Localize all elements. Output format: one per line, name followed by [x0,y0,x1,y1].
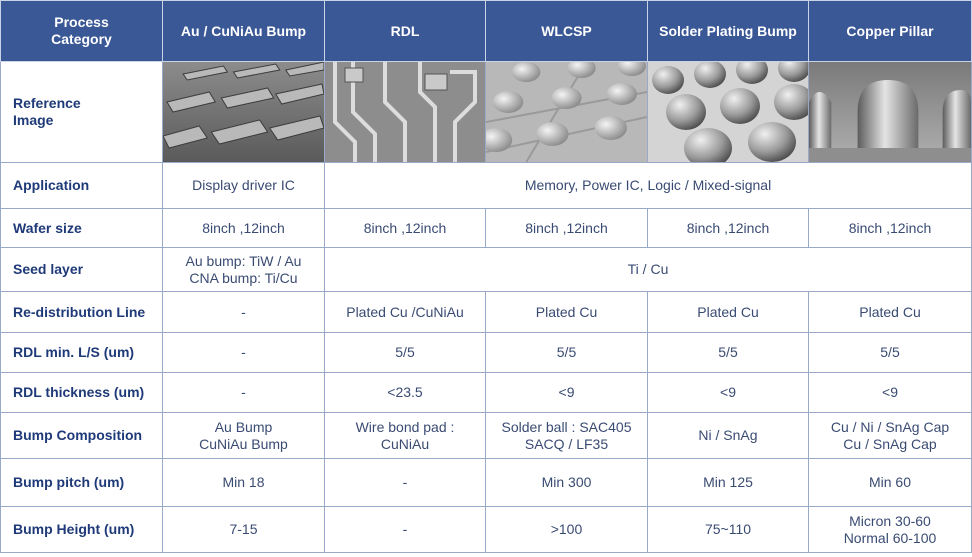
bump-composition-line: Cu / Ni / SnAg Cap [830,418,950,435]
bump-height-cell: >100 [485,506,648,553]
header-category-label: Process Category [51,14,112,47]
bump-composition-cell: Ni / SnAg [647,412,809,459]
application-row: Application Display driver IC Memory, Po… [0,162,972,209]
bump-composition-cell: Au Bump CuNiAu Bump [162,412,325,459]
application-au-bump: Display driver IC [162,162,325,209]
seed-layer-line: Au bump: TiW / Au [185,252,302,269]
rdl-line-cell: Plated Cu [647,291,809,333]
row-label-wafer-size: Wafer size [0,208,163,248]
bump-pitch-cell: Min 60 [808,458,972,507]
rdl-thickness-cell: <9 [485,372,648,413]
header-au-cuniau-bump: Au / CuNiAu Bump [162,0,325,62]
bump-composition-line: CuNiAu Bump [199,435,288,452]
row-label-bump-composition: Bump Composition [0,412,163,459]
bump-composition-cell: Solder ball : SAC405 SACQ / LF35 [485,412,648,459]
bump-composition-cell: Cu / Ni / SnAg Cap Cu / SnAg Cap [808,412,972,459]
rdl-ls-cell: 5/5 [647,332,809,373]
bump-composition-line: Solder ball : SAC405 [501,418,632,435]
wlcsp-photo [485,61,648,163]
row-label-reference-image: Reference Image [0,61,163,163]
rdl-thickness-cell: <23.5 [324,372,486,413]
bump-composition-line: Cu / SnAg Cap [843,435,937,452]
bump-pitch-cell: Min 300 [485,458,648,507]
wafer-size-cell: 8inch ,12inch [324,208,486,248]
wafer-size-cell: 8inch ,12inch [162,208,325,248]
rdl-ls-cell: - [162,332,325,373]
copper-pillar-photo [808,61,972,163]
header-process-category: Process Category [0,0,163,62]
bump-composition-line: Au Bump [214,418,273,435]
bump-height-row: Bump Height (um) 7-15 - >100 75~110 Micr… [0,506,972,553]
reference-image-row: Reference Image [0,61,972,163]
row-label-rdl-ls: RDL min. L/S (um) [0,332,163,373]
bump-composition-line: SACQ / LF35 [524,435,609,452]
bump-height-cell: - [324,506,486,553]
rdl-ls-cell: 5/5 [808,332,972,373]
rdl-thickness-row: RDL thickness (um) - <23.5 <9 <9 <9 [0,372,972,413]
header-copper-pillar: Copper Pillar [808,0,972,62]
bump-height-cell: Micron 30-60 Normal 60-100 [808,506,972,553]
row-label-bump-height: Bump Height (um) [0,506,163,553]
bump-height-line: Micron 30-60 [849,512,931,529]
wafer-size-cell: 8inch ,12inch [485,208,648,248]
rdl-ls-cell: 5/5 [324,332,486,373]
rdl-thickness-cell: <9 [647,372,809,413]
seed-layer-row: Seed layer Au bump: TiW / Au CNA bump: T… [0,247,972,292]
bump-composition-line: Ni / SnAg [698,427,758,443]
rdl-line-cell: Plated Cu [485,291,648,333]
bump-composition-line: Wire bond pad : [355,418,455,435]
rdl-line-cell: Plated Cu /CuNiAu [324,291,486,333]
bump-pitch-cell: Min 125 [647,458,809,507]
au-bump-photo [162,61,325,163]
wafer-size-cell: 8inch ,12inch [808,208,972,248]
header-wlcsp: WLCSP [485,0,648,62]
rdl-photo [324,61,486,163]
bump-height-cell: 75~110 [647,506,809,553]
header-solder-plating-bump: Solder Plating Bump [647,0,809,62]
row-label-application: Application [0,162,163,209]
bump-composition-row: Bump Composition Au Bump CuNiAu Bump Wir… [0,412,972,459]
rdl-line-cell: - [162,291,325,333]
seed-layer-line: CNA bump: Ti/Cu [189,269,298,286]
wafer-size-row: Wafer size 8inch ,12inch 8inch ,12inch 8… [0,208,972,248]
rdl-thickness-cell: - [162,372,325,413]
rdl-ls-cell: 5/5 [485,332,648,373]
rdl-ls-row: RDL min. L/S (um) - 5/5 5/5 5/5 5/5 [0,332,972,373]
seed-layer-shared: Ti / Cu [324,247,972,292]
header-row: Process Category Au / CuNiAu Bump RDL WL… [0,0,972,62]
bump-height-cell: 7-15 [162,506,325,553]
solder-plating-bump-photo [647,61,809,163]
header-rdl: RDL [324,0,486,62]
row-label-rdl-line: Re-distribution Line [0,291,163,333]
rdl-thickness-cell: <9 [808,372,972,413]
rdl-line-cell: Plated Cu [808,291,972,333]
seed-layer-au-bump: Au bump: TiW / Au CNA bump: Ti/Cu [162,247,325,292]
rdl-line-row: Re-distribution Line - Plated Cu /CuNiAu… [0,291,972,333]
row-label-rdl-thickness: RDL thickness (um) [0,372,163,413]
bump-composition-line: CuNiAu [380,435,430,452]
wafer-size-cell: 8inch ,12inch [647,208,809,248]
application-shared: Memory, Power IC, Logic / Mixed-signal [324,162,972,209]
row-label-bump-pitch: Bump pitch (um) [0,458,163,507]
row-label-seed-layer: Seed layer [0,247,163,292]
bump-composition-cell: Wire bond pad : CuNiAu [324,412,486,459]
bump-pitch-cell: Min 18 [162,458,325,507]
bump-height-line: Normal 60-100 [843,529,937,546]
bump-pitch-cell: - [324,458,486,507]
bump-pitch-row: Bump pitch (um) Min 18 - Min 300 Min 125… [0,458,972,507]
